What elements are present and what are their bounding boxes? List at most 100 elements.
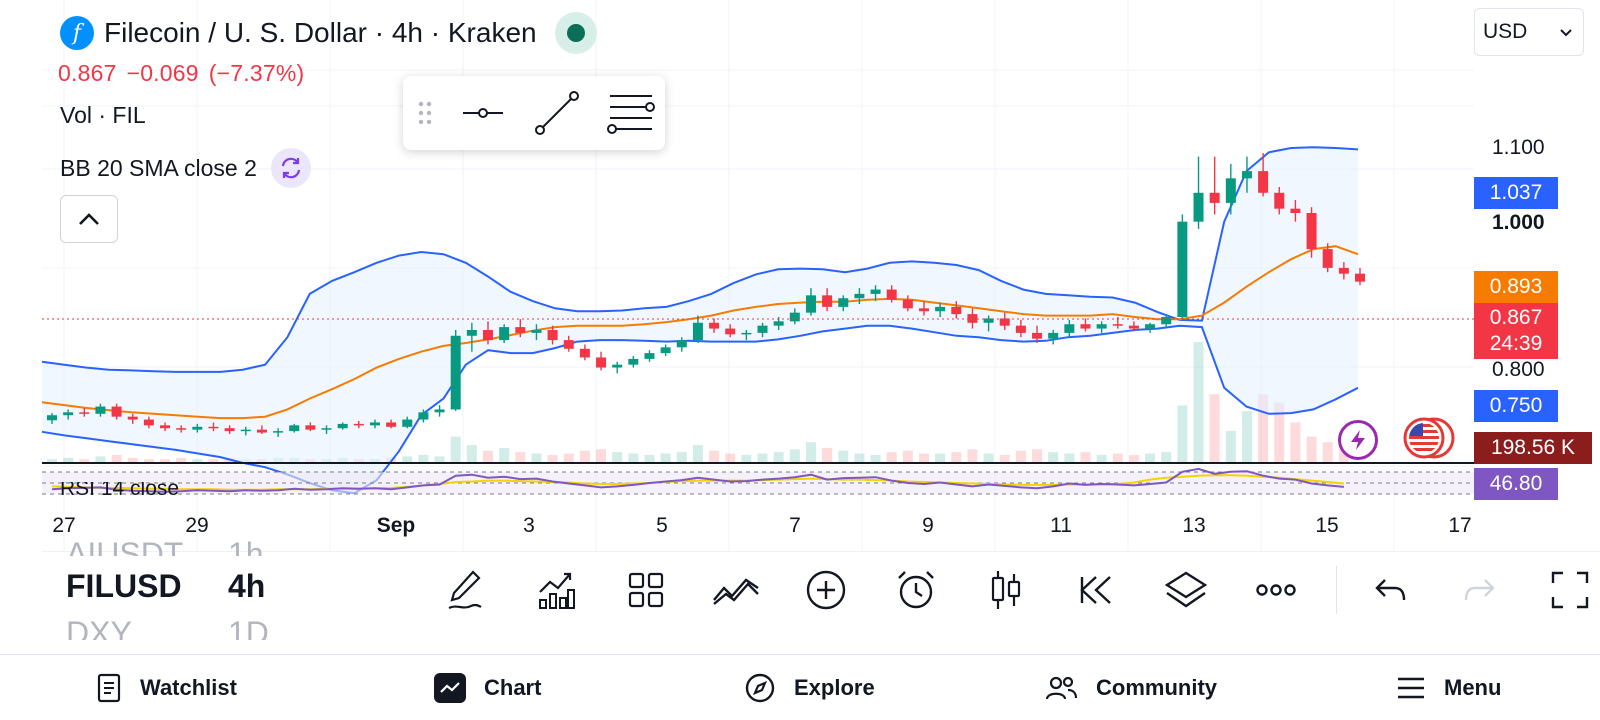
volume-bar <box>854 453 865 462</box>
market-open-status-icon[interactable] <box>554 12 597 54</box>
last-price-tag: 0.867 24:39 <box>1474 303 1558 359</box>
volume-bar <box>515 452 526 462</box>
undo-icon[interactable] <box>1366 566 1414 614</box>
nav-explore[interactable]: Explore <box>744 655 875 720</box>
volume-bar <box>1209 394 1220 462</box>
volume-bar <box>418 454 429 462</box>
candle <box>1322 243 1333 273</box>
add-icon[interactable] <box>802 566 850 614</box>
volume-tag: 198.56 K <box>1474 432 1592 464</box>
more-icon[interactable] <box>1252 566 1300 614</box>
nav-community[interactable]: Community <box>1044 655 1217 720</box>
floating-drawing-toolbar[interactable] <box>403 76 665 150</box>
symbol-title[interactable]: Filecoin / U. S. Dollar · 4h · Kraken <box>104 17 537 48</box>
layers-icon[interactable] <box>1162 566 1210 614</box>
candle <box>757 322 768 338</box>
volume-bar <box>870 454 881 462</box>
volume-bar <box>935 453 946 462</box>
volume-bar <box>450 436 461 462</box>
candle <box>918 301 930 316</box>
volume-bar <box>1048 452 1059 462</box>
candle <box>434 405 445 417</box>
volume-indicator-label[interactable]: Vol · FIL <box>60 102 146 128</box>
volume-bar <box>644 454 655 462</box>
candle <box>1193 156 1204 229</box>
bollinger-upper-line <box>41 146 1359 373</box>
candle <box>321 425 332 434</box>
compare-icon[interactable] <box>712 566 760 614</box>
candle <box>418 409 429 423</box>
trend-line-icon[interactable] <box>529 85 585 141</box>
replay-icon[interactable] <box>1072 566 1120 614</box>
candle <box>95 403 106 417</box>
time-axis-label: 7 <box>789 514 801 537</box>
candle <box>967 308 978 329</box>
drag-handle-icon[interactable] <box>413 85 437 141</box>
nav-watchlist[interactable]: Watchlist <box>96 655 237 720</box>
time-axis-label: 29 <box>185 514 209 537</box>
nav-chart-label: Chart <box>484 675 542 700</box>
grid-layout-icon[interactable] <box>622 566 670 614</box>
symbol-picker-next[interactable]: DXY 1D <box>66 618 296 640</box>
last-price: 0.867 <box>58 60 117 86</box>
volume-bar <box>1145 453 1156 462</box>
candle <box>1161 314 1172 328</box>
bb-indicator-legend[interactable]: BB 20 SMA close 2 <box>60 148 311 188</box>
volume-bar <box>579 450 590 462</box>
nav-community-label: Community <box>1096 675 1217 700</box>
volume-bar <box>1128 454 1139 462</box>
nav-chart[interactable]: Chart <box>434 655 541 720</box>
candle <box>1241 156 1252 193</box>
volume-bar <box>1080 452 1091 462</box>
refresh-icon[interactable] <box>270 148 311 188</box>
candle <box>902 295 913 312</box>
symbol-picker-current[interactable]: FILUSD 4h <box>66 568 296 605</box>
nav-watchlist-label: Watchlist <box>140 675 237 700</box>
volume-bar <box>111 454 122 462</box>
price-axis-label: 0.800 <box>1492 358 1545 381</box>
chart-area[interactable]: f Filecoin / U. S. Dollar · 4h · Kraken … <box>0 0 1600 552</box>
candle <box>886 285 897 303</box>
candle <box>725 324 736 338</box>
collapse-legend-button[interactable] <box>60 195 118 243</box>
candle <box>563 335 574 352</box>
time-axis-label: Sep <box>376 514 416 537</box>
candle-type-icon[interactable] <box>982 566 1030 614</box>
price-chart[interactable] <box>0 0 1600 552</box>
rsi-indicator-label[interactable]: RSI 14 close <box>60 482 180 496</box>
volume-bar <box>596 449 607 462</box>
horizontal-line-icon[interactable] <box>455 85 511 141</box>
candle <box>1064 319 1075 338</box>
currency-select[interactable]: USD <box>1474 8 1584 56</box>
rsi-value-tag: 46.80 <box>1474 468 1558 500</box>
volume-bar <box>773 452 784 462</box>
fib-lines-icon[interactable] <box>603 85 659 141</box>
alert-clock-icon[interactable] <box>892 566 940 614</box>
lightning-icon[interactable] <box>1338 420 1378 460</box>
volume-bar <box>95 456 106 462</box>
nav-menu[interactable]: Menu <box>1396 655 1501 720</box>
bb-indicator-label: BB 20 SMA close 2 <box>60 154 257 181</box>
symbol-picker[interactable]: AIUSDT 1h FILUSD 4h DXY 1D <box>66 540 296 640</box>
symbol-name: AIUSDT <box>66 540 228 556</box>
volume-bar <box>951 452 962 462</box>
candle <box>612 361 623 374</box>
volume-bar <box>692 445 703 462</box>
volume-bar <box>1258 394 1269 462</box>
symbol-legend[interactable]: f Filecoin / U. S. Dollar · 4h · Kraken <box>60 12 597 54</box>
candle <box>596 351 607 371</box>
fullscreen-icon[interactable] <box>1546 566 1594 614</box>
symbol-picker-previous[interactable]: AIUSDT 1h <box>66 540 296 556</box>
symbol-name: DXY <box>66 618 132 640</box>
pencil-icon[interactable] <box>441 566 489 614</box>
indicators-icon[interactable] <box>532 566 580 614</box>
redo-icon[interactable] <box>1456 566 1504 614</box>
compass-icon <box>745 673 775 703</box>
candle <box>499 324 510 343</box>
volume-bar <box>999 454 1010 462</box>
chevron-down-icon <box>1560 29 1572 37</box>
us-flag-event-icon[interactable] <box>1402 416 1456 460</box>
candle <box>240 426 251 436</box>
candle <box>1128 321 1139 332</box>
candle <box>1306 207 1317 258</box>
